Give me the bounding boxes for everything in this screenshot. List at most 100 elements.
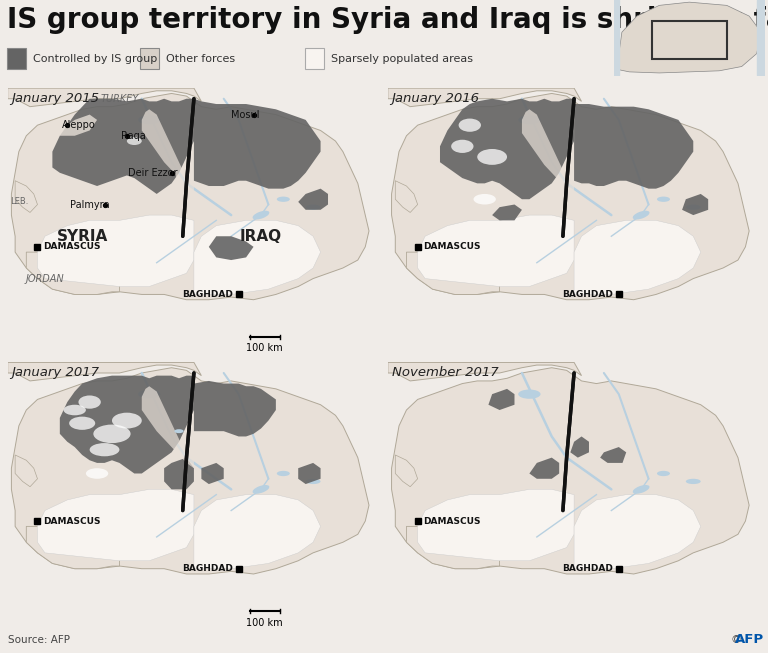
Polygon shape (406, 252, 499, 295)
Ellipse shape (451, 140, 474, 153)
Text: BAGHDAD: BAGHDAD (182, 564, 233, 573)
Text: TURKEY: TURKEY (101, 94, 138, 104)
Text: Sparsely populated areas: Sparsely populated areas (331, 54, 473, 63)
Text: LEB.: LEB. (10, 197, 28, 206)
Ellipse shape (64, 405, 86, 415)
Polygon shape (60, 375, 194, 473)
Text: BAGHDAD: BAGHDAD (562, 564, 613, 573)
Ellipse shape (306, 479, 320, 484)
Ellipse shape (78, 396, 101, 409)
Polygon shape (15, 181, 38, 212)
Ellipse shape (657, 197, 670, 202)
Text: 100 km: 100 km (247, 343, 283, 353)
Polygon shape (38, 215, 194, 287)
Text: January 2016: January 2016 (392, 92, 479, 105)
Polygon shape (619, 2, 761, 73)
Polygon shape (8, 362, 201, 381)
Text: DAMASCUS: DAMASCUS (423, 517, 481, 526)
Polygon shape (26, 526, 119, 569)
Polygon shape (194, 220, 320, 295)
Ellipse shape (276, 197, 290, 202)
Ellipse shape (127, 137, 142, 145)
Polygon shape (600, 447, 626, 463)
Polygon shape (488, 389, 515, 410)
Ellipse shape (253, 211, 270, 219)
Ellipse shape (138, 390, 161, 399)
Text: DAMASCUS: DAMASCUS (423, 242, 481, 251)
Text: Other forces: Other forces (166, 54, 235, 63)
Polygon shape (15, 455, 38, 486)
Polygon shape (194, 495, 320, 569)
Polygon shape (60, 115, 97, 136)
Polygon shape (392, 368, 749, 574)
Bar (652, 22, 727, 59)
Ellipse shape (657, 471, 670, 476)
Ellipse shape (633, 211, 650, 219)
Text: AFP: AFP (735, 633, 764, 646)
Polygon shape (574, 220, 700, 295)
Ellipse shape (253, 485, 270, 494)
Polygon shape (418, 489, 574, 561)
Bar (306, 48, 323, 69)
Polygon shape (396, 455, 418, 486)
Polygon shape (298, 463, 320, 484)
Text: DAMASCUS: DAMASCUS (43, 242, 101, 251)
Bar (8, 48, 25, 69)
Ellipse shape (69, 417, 95, 430)
Polygon shape (194, 381, 276, 436)
Polygon shape (209, 236, 253, 260)
Text: November 2017: November 2017 (392, 366, 498, 379)
Text: 100 km: 100 km (247, 618, 283, 628)
Polygon shape (164, 458, 194, 489)
Text: JORDAN: JORDAN (25, 274, 65, 283)
Text: DAMASCUS: DAMASCUS (43, 517, 101, 526)
Ellipse shape (477, 149, 507, 165)
Polygon shape (142, 386, 194, 468)
Polygon shape (8, 88, 201, 106)
Polygon shape (440, 99, 574, 199)
Ellipse shape (686, 479, 700, 484)
Ellipse shape (633, 485, 650, 494)
Bar (141, 48, 159, 69)
Polygon shape (388, 88, 581, 106)
Text: January 2017: January 2017 (12, 366, 99, 379)
Ellipse shape (306, 204, 320, 210)
Polygon shape (298, 189, 328, 210)
Text: Source: AFP: Source: AFP (8, 635, 70, 645)
Polygon shape (12, 368, 369, 574)
Polygon shape (406, 526, 499, 569)
Text: Palmyra: Palmyra (71, 200, 110, 210)
Ellipse shape (94, 424, 131, 443)
Ellipse shape (90, 443, 119, 456)
Text: BAGHDAD: BAGHDAD (182, 290, 233, 299)
Polygon shape (392, 93, 749, 300)
Text: BAGHDAD: BAGHDAD (562, 290, 613, 299)
Polygon shape (52, 99, 194, 194)
Polygon shape (492, 204, 522, 220)
Text: Mosul: Mosul (230, 110, 259, 119)
Polygon shape (201, 463, 223, 484)
Polygon shape (571, 436, 589, 458)
Text: SYRIA: SYRIA (57, 229, 108, 244)
Ellipse shape (518, 116, 541, 125)
Polygon shape (194, 99, 320, 189)
Text: Aleppo: Aleppo (61, 120, 95, 130)
Ellipse shape (112, 413, 142, 428)
Text: Controlled by IS group: Controlled by IS group (33, 54, 157, 63)
Ellipse shape (276, 471, 290, 476)
Ellipse shape (518, 390, 541, 399)
Ellipse shape (458, 119, 481, 132)
Polygon shape (574, 104, 694, 189)
Ellipse shape (174, 429, 184, 433)
Text: January 2015: January 2015 (12, 92, 99, 105)
Text: ©: © (730, 635, 741, 645)
Polygon shape (12, 93, 369, 300)
Polygon shape (522, 109, 574, 194)
Ellipse shape (138, 116, 161, 125)
Ellipse shape (686, 204, 700, 210)
Text: Deir Ezzor: Deir Ezzor (127, 168, 177, 178)
Polygon shape (388, 362, 581, 381)
Polygon shape (529, 458, 559, 479)
Polygon shape (142, 109, 194, 194)
Text: IS group territory in Syria and Iraq is shrinking fast: IS group territory in Syria and Iraq is … (8, 6, 768, 34)
